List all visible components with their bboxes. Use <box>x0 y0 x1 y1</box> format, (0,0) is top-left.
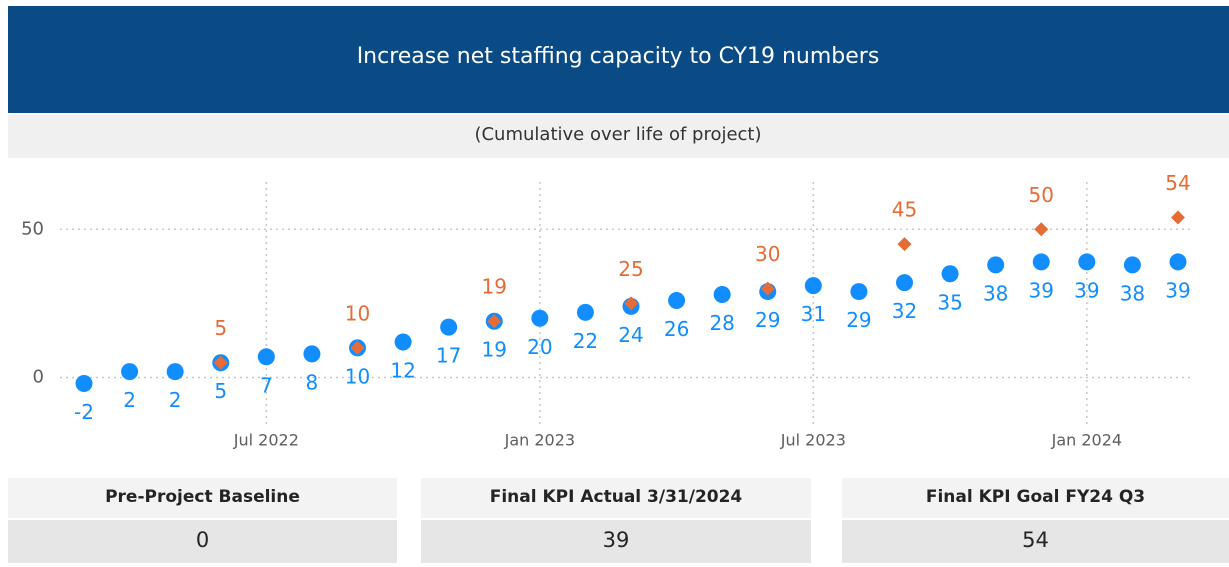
actual-point <box>941 265 959 283</box>
data-label: 32 <box>892 299 917 323</box>
header-band <box>8 6 1229 113</box>
card-value: 39 <box>603 528 630 552</box>
card-value: 54 <box>1022 528 1049 552</box>
actual-point <box>303 345 321 363</box>
goal-point <box>1034 222 1049 237</box>
actual-point <box>713 286 731 304</box>
data-label: 50 <box>1029 183 1054 207</box>
data-label: 39 <box>1165 278 1190 302</box>
data-label: 5 <box>214 379 227 403</box>
actual-point <box>896 274 913 292</box>
card-label: Pre-Project Baseline <box>105 487 300 507</box>
data-label: 29 <box>846 308 871 332</box>
data-label: 5 <box>214 316 227 340</box>
actual-point <box>850 283 868 301</box>
data-label: 39 <box>1029 278 1054 302</box>
data-label: 17 <box>436 344 461 368</box>
data-label: 19 <box>482 338 507 362</box>
actual-point <box>1078 253 1096 271</box>
data-label: 24 <box>618 323 643 347</box>
y-tick-label: 0 <box>33 367 44 388</box>
y-tick-label: 50 <box>21 218 44 239</box>
actual-point <box>1032 253 1050 271</box>
actual-point <box>576 303 594 321</box>
card-label-band <box>842 478 1229 518</box>
goal-point <box>213 355 228 370</box>
data-label: 10 <box>345 301 370 325</box>
subtitle: (Cumulative over life of project) <box>474 124 761 145</box>
actual-point <box>394 333 412 351</box>
goal-point <box>350 340 365 355</box>
card-value-band <box>8 520 397 563</box>
card-label: Final KPI Goal FY24 Q3 <box>926 487 1145 507</box>
actual-point <box>804 277 822 295</box>
data-label: 30 <box>755 242 780 266</box>
data-label: 38 <box>1120 281 1145 305</box>
goal-point <box>760 281 775 296</box>
x-tick-label: Jul 2022 <box>233 431 299 450</box>
data-label: -2 <box>74 400 94 424</box>
title: Increase net staffing capacity to CY19 n… <box>357 44 880 69</box>
data-label: 7 <box>260 373 273 397</box>
card-value: 0 <box>196 528 209 552</box>
actual-point <box>668 291 686 309</box>
data-label: 26 <box>664 317 689 341</box>
data-label: 39 <box>1074 278 1099 302</box>
card-label-band <box>8 478 397 518</box>
actual-point <box>987 256 1005 274</box>
card-label: Final KPI Actual 3/31/2024 <box>490 487 743 507</box>
actual-point <box>1123 256 1141 274</box>
data-label: 35 <box>937 290 962 314</box>
x-tick-label: Jan 2024 <box>1051 431 1122 450</box>
x-tick-label: Jul 2023 <box>780 431 846 450</box>
goal-point <box>1171 210 1185 225</box>
data-label: 2 <box>123 388 136 412</box>
data-label: 20 <box>527 335 552 359</box>
actual-point <box>257 348 275 366</box>
data-label: 22 <box>573 329 598 353</box>
data-label: 19 <box>482 275 507 299</box>
data-label: 29 <box>755 308 780 332</box>
card-label-band <box>421 478 811 518</box>
goal-point <box>624 296 638 311</box>
data-label: 31 <box>801 302 826 326</box>
card-value-band <box>842 520 1229 563</box>
data-label: 25 <box>618 257 643 281</box>
x-tick-label: Jan 2023 <box>504 431 575 450</box>
actual-point <box>531 309 549 327</box>
actual-point <box>121 363 139 381</box>
goal-point <box>897 237 912 252</box>
data-label: 12 <box>390 358 415 382</box>
subtitle-band <box>8 115 1229 158</box>
data-label: 8 <box>306 370 319 394</box>
data-label: 10 <box>345 364 370 388</box>
data-label: 54 <box>1165 171 1190 195</box>
data-label: 38 <box>983 281 1008 305</box>
actual-point <box>440 318 458 336</box>
actual-point <box>166 363 184 381</box>
actual-point <box>1169 253 1187 271</box>
data-label: 45 <box>892 198 917 222</box>
data-label: 28 <box>709 311 734 335</box>
data-label: 2 <box>169 388 182 412</box>
actual-point <box>75 374 93 392</box>
goal-point <box>487 314 502 329</box>
card-value-band <box>421 520 811 563</box>
